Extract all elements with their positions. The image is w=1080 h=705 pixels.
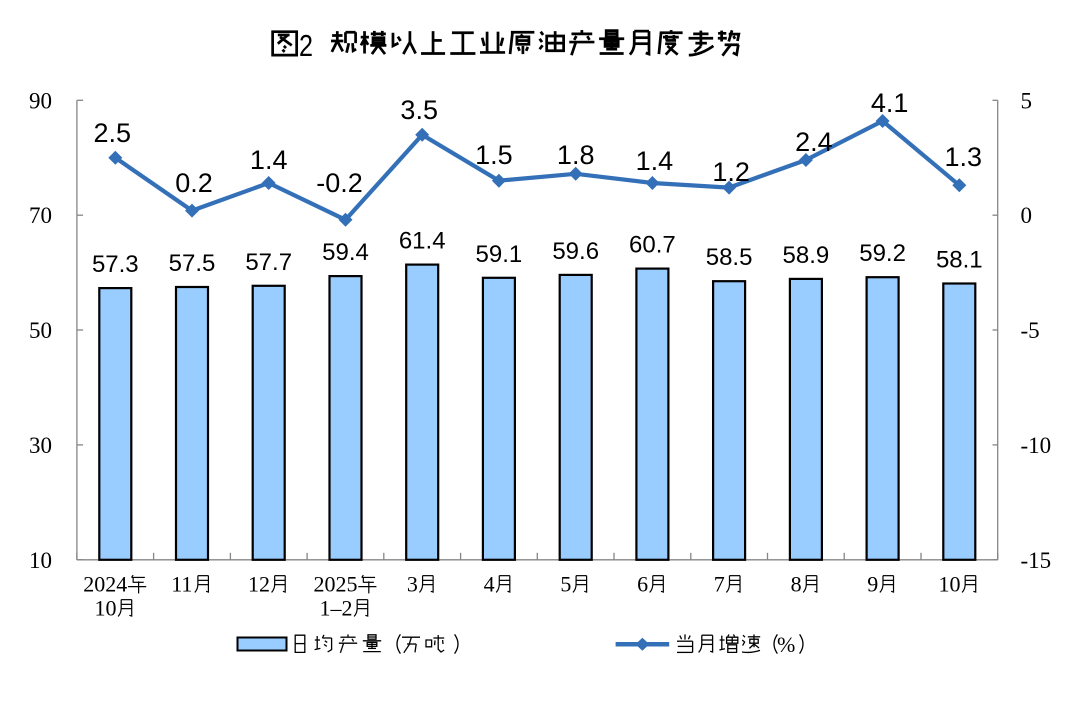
svg-text:2024: 2024	[83, 572, 127, 597]
svg-text:59.1: 59.1	[476, 241, 523, 268]
svg-text:58.1: 58.1	[936, 247, 983, 274]
svg-text:1.4: 1.4	[636, 146, 674, 176]
svg-text:4: 4	[484, 572, 495, 597]
svg-text:1.8: 1.8	[557, 140, 595, 170]
svg-text:11: 11	[171, 572, 192, 597]
svg-text:10: 10	[939, 572, 961, 597]
svg-text:10: 10	[29, 548, 52, 573]
svg-text:6: 6	[637, 572, 648, 597]
svg-text:-15: -15	[1021, 548, 1052, 573]
svg-text:61.4: 61.4	[399, 228, 446, 255]
svg-text:30: 30	[29, 433, 52, 458]
svg-text:2: 2	[299, 28, 313, 63]
svg-text:2.5: 2.5	[94, 118, 132, 148]
svg-text:1.2: 1.2	[712, 157, 750, 187]
svg-text:0: 0	[1021, 203, 1033, 228]
svg-text:1.3: 1.3	[945, 142, 983, 172]
svg-text:60.7: 60.7	[629, 232, 676, 259]
svg-text:-0.2: -0.2	[316, 168, 363, 198]
svg-text:10: 10	[95, 596, 117, 621]
svg-text:3: 3	[407, 572, 418, 597]
svg-text:8: 8	[791, 572, 802, 597]
svg-text:0.2: 0.2	[175, 168, 213, 198]
svg-text:9: 9	[867, 572, 878, 597]
svg-text:-10: -10	[1021, 433, 1052, 458]
svg-text:70: 70	[29, 203, 52, 228]
svg-text:57.5: 57.5	[169, 250, 216, 277]
svg-text:3.5: 3.5	[400, 95, 438, 125]
svg-text:%: %	[777, 632, 795, 657]
svg-text:59.2: 59.2	[859, 240, 906, 267]
svg-text:12: 12	[248, 572, 270, 597]
svg-text:1.5: 1.5	[475, 140, 513, 170]
svg-text:2.4: 2.4	[795, 127, 833, 157]
svg-text:2025: 2025	[314, 572, 358, 597]
svg-text:7: 7	[714, 572, 725, 597]
svg-text:4.1: 4.1	[871, 88, 909, 118]
svg-text:5: 5	[560, 572, 571, 597]
svg-text:57.7: 57.7	[245, 249, 292, 276]
svg-text:58.9: 58.9	[783, 242, 830, 269]
svg-text:59.6: 59.6	[552, 238, 599, 265]
svg-text:50: 50	[29, 318, 52, 343]
svg-text:1.4: 1.4	[250, 145, 288, 175]
svg-text:-5: -5	[1021, 318, 1040, 343]
svg-text:1–2: 1–2	[320, 596, 353, 621]
svg-text:59.4: 59.4	[322, 239, 369, 266]
svg-text:57.3: 57.3	[92, 251, 139, 278]
svg-text:58.5: 58.5	[706, 244, 753, 271]
svg-text:5: 5	[1021, 88, 1033, 113]
svg-text:90: 90	[29, 88, 52, 113]
